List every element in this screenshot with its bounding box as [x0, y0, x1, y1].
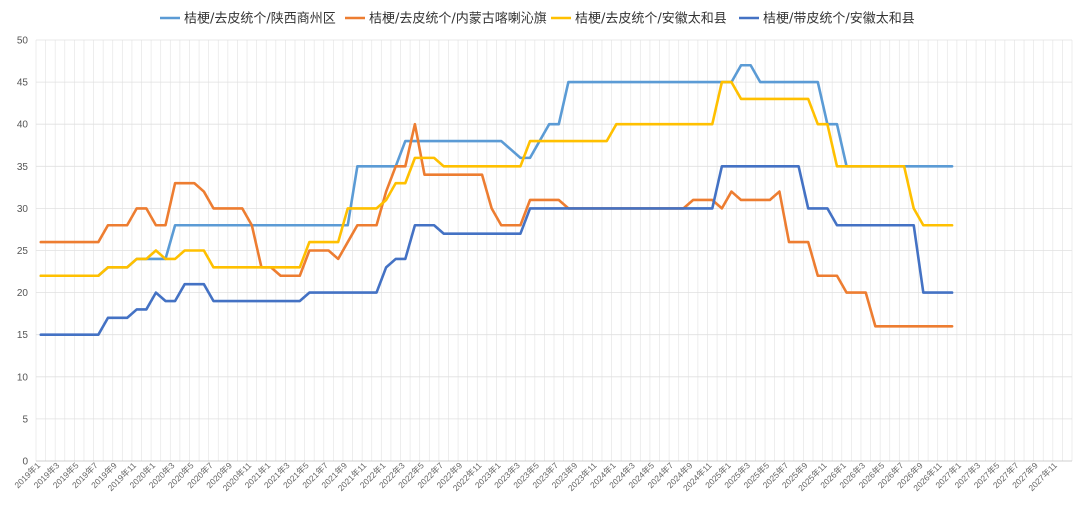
legend-label: 桔梗/去皮统个/内蒙古喀喇沁旗 [369, 11, 547, 27]
y-tick-label: 0 [22, 457, 28, 468]
y-tick-label: 10 [17, 372, 29, 383]
series-lines [39, 63, 954, 337]
legend-label: 桔梗/去皮统个/安徽太和县 [575, 12, 727, 27]
y-tick-label: 20 [17, 288, 29, 299]
legend-label: 桔梗/去皮统个/陕西商州区 [184, 12, 336, 27]
y-tick-label: 5 [22, 414, 28, 425]
y-tick-label: 45 [17, 78, 29, 89]
series-line-2 [39, 122, 954, 328]
y-tick-label: 35 [17, 162, 29, 173]
legend-label: 桔梗/带皮统个/安徽太和县 [763, 12, 915, 27]
legend: 桔梗/去皮统个/陕西商州区 桔梗/去皮统个/内蒙古喀喇沁旗 桔梗/去皮统个/安徽太和… [160, 11, 915, 27]
series-line-4 [39, 165, 954, 337]
series-line-1 [39, 63, 954, 278]
y-tick-label: 15 [17, 330, 29, 341]
y-tick-label: 40 [17, 120, 29, 131]
grid-lines [35, 39, 1073, 462]
y-tick-label: 50 [17, 36, 29, 47]
y-tick-label: 25 [17, 246, 29, 257]
series-line-3 [39, 80, 954, 278]
y-axis: 0 5 10 15 20 25 30 35 40 45 50 [17, 36, 29, 468]
y-tick-label: 30 [17, 204, 29, 215]
